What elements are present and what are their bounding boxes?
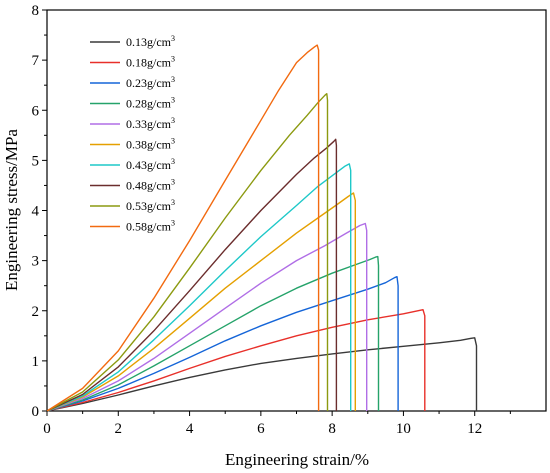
x-tick-label: 10 bbox=[396, 421, 411, 437]
series-line-3 bbox=[46, 276, 399, 412]
legend-label: 0.13g/cm3 bbox=[126, 34, 175, 49]
legend-label: 0.58g/cm3 bbox=[126, 219, 175, 234]
series-line-8 bbox=[46, 138, 338, 412]
series-line-7 bbox=[46, 163, 352, 412]
series-layer bbox=[46, 44, 478, 412]
y-tick-label: 6 bbox=[32, 103, 40, 119]
y-tick-label: 8 bbox=[32, 3, 40, 19]
legend-label: 0.38g/cm3 bbox=[126, 137, 175, 152]
x-tick-label: 4 bbox=[186, 421, 194, 437]
y-axis-ticks: 0 1 2 3 4 5 6 7 8 bbox=[32, 3, 47, 420]
series-line-2 bbox=[46, 309, 426, 412]
x-axis-ticks: 0 2 4 6 8 10 12 bbox=[43, 411, 511, 437]
legend: 0.13g/cm3 0.18g/cm3 0.23g/cm3 0.28g/cm3 0.33… bbox=[90, 34, 175, 234]
legend-label: 0.23g/cm3 bbox=[126, 75, 175, 90]
y-tick-label: 5 bbox=[32, 153, 40, 169]
series-line-4 bbox=[46, 255, 380, 412]
x-tick-label: 12 bbox=[467, 421, 482, 437]
series-line-6 bbox=[46, 192, 356, 412]
series-line-9 bbox=[46, 93, 329, 412]
y-tick-label: 1 bbox=[32, 354, 40, 370]
x-tick-label: 8 bbox=[328, 421, 336, 437]
series-line-10 bbox=[46, 44, 320, 412]
x-tick-label: 6 bbox=[257, 421, 265, 437]
legend-label: 0.43g/cm3 bbox=[126, 157, 175, 172]
x-axis-title: Engineering strain/% bbox=[225, 450, 369, 469]
y-axis-title: Engineering stress/MPa bbox=[2, 129, 21, 291]
legend-label: 0.48g/cm3 bbox=[126, 178, 175, 193]
legend-label: 0.18g/cm3 bbox=[126, 55, 175, 70]
legend-label: 0.28g/cm3 bbox=[126, 96, 175, 111]
x-tick-label: 2 bbox=[115, 421, 123, 437]
y-tick-label: 3 bbox=[32, 254, 40, 270]
plot-frame bbox=[46, 9, 547, 412]
series-line-1 bbox=[46, 337, 478, 412]
legend-label: 0.53g/cm3 bbox=[126, 198, 175, 213]
legend-label: 0.33g/cm3 bbox=[126, 116, 175, 131]
y-tick-label: 0 bbox=[32, 404, 40, 420]
y-tick-label: 4 bbox=[32, 204, 40, 220]
series-line-5 bbox=[46, 222, 368, 412]
plot-border bbox=[46, 9, 547, 412]
y-tick-label: 2 bbox=[32, 304, 40, 320]
y-tick-label: 7 bbox=[32, 53, 40, 69]
x-tick-label: 0 bbox=[43, 421, 51, 437]
